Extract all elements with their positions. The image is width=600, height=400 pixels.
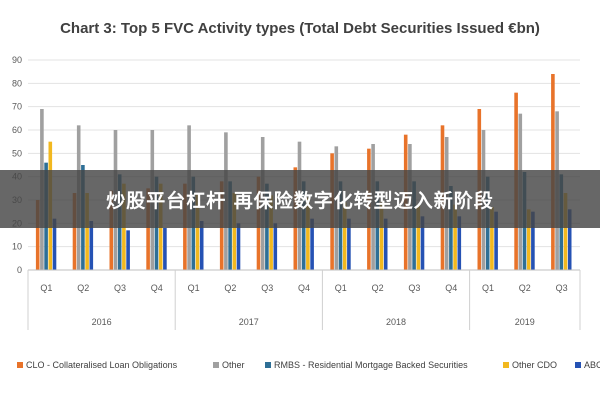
x-axis: Q1 Q2 Q3 Q4 Q1 Q2 Q3 Q4 Q1 Q2 Q3 Q4 Q1 Q2 Q3 2016 2017 20… xyxy=(27,269,581,330)
bar xyxy=(146,188,150,270)
legend-swatch xyxy=(503,362,509,368)
x-tick-label: Q2 xyxy=(224,283,236,293)
x-tick-label: Q2 xyxy=(372,283,384,293)
bar xyxy=(310,218,314,270)
bar xyxy=(126,230,130,270)
legend-swatch xyxy=(17,362,23,368)
x-tick-label: Q3 xyxy=(114,283,126,293)
x-tick-label: Q1 xyxy=(335,283,347,293)
bar xyxy=(72,193,77,270)
bar xyxy=(236,223,241,270)
x-tick-label: Q4 xyxy=(151,283,163,293)
bar xyxy=(494,211,498,270)
bar xyxy=(232,193,237,270)
bar xyxy=(490,207,494,270)
legend-label: Other xyxy=(222,360,245,370)
bar xyxy=(109,190,114,270)
bar xyxy=(383,218,388,270)
bar xyxy=(85,193,89,270)
legend-label: Other CDO xyxy=(512,360,557,370)
overlay-banner-text: 炒股平台杠杆 再保险数字化转型迈入新阶段 xyxy=(106,189,494,212)
x-tick-label: Q1 xyxy=(188,283,200,293)
y-tick-label: 70 xyxy=(12,102,22,112)
bar xyxy=(567,209,572,270)
y-tick-label: 10 xyxy=(12,242,22,252)
y-tick-label: 60 xyxy=(12,125,22,135)
bar xyxy=(163,228,167,270)
x-tick-label: Q3 xyxy=(408,283,420,293)
x-tick-label: Q4 xyxy=(298,283,310,293)
bar xyxy=(420,216,425,270)
legend-swatch xyxy=(213,362,219,368)
year-label: 2016 xyxy=(92,317,112,327)
bar xyxy=(195,193,200,270)
y-axis: 0102030405060708090 xyxy=(12,55,22,275)
y-tick-label: 90 xyxy=(12,55,22,65)
bar xyxy=(347,218,351,270)
year-label: 2019 xyxy=(515,317,535,327)
bar xyxy=(531,211,535,270)
bar xyxy=(52,218,57,270)
bar xyxy=(453,204,457,270)
legend-label: RMBS - Residential Mortgage Backed Secur… xyxy=(274,360,468,370)
bar xyxy=(306,197,310,270)
chart-title: Chart 3: Top 5 FVC Activity types (Total… xyxy=(60,20,540,37)
x-tick-label: Q2 xyxy=(519,283,531,293)
legend-label: CLO - Collateralised Loan Obligations xyxy=(26,360,178,370)
legend-swatch xyxy=(265,362,271,368)
bar xyxy=(526,209,531,270)
bar xyxy=(269,195,273,270)
y-tick-label: 80 xyxy=(12,78,22,88)
legend: CLO - Collateralised Loan Obligations Oth… xyxy=(17,360,600,370)
y-tick-label: 50 xyxy=(12,148,22,158)
bar xyxy=(342,202,347,270)
y-tick-label: 0 xyxy=(17,265,22,275)
year-label: 2017 xyxy=(239,317,259,327)
bar xyxy=(457,216,462,270)
bar xyxy=(379,202,384,270)
x-tick-label: Q3 xyxy=(261,283,273,293)
legend-swatch xyxy=(575,362,581,368)
x-tick-label: Q1 xyxy=(40,283,52,293)
bar xyxy=(449,186,453,270)
bar xyxy=(416,204,421,270)
overlay-banner: 炒股平台杠杆 再保险数字化转型迈入新阶段 xyxy=(0,170,600,228)
bar xyxy=(89,221,94,270)
x-tick-label: Q1 xyxy=(482,283,494,293)
legend-label: ABCP xyxy=(584,360,600,370)
year-label: 2018 xyxy=(386,317,406,327)
x-tick-label: Q3 xyxy=(556,283,568,293)
x-tick-label: Q2 xyxy=(77,283,89,293)
bar xyxy=(563,193,568,270)
bar xyxy=(35,200,40,270)
x-tick-label: Q4 xyxy=(445,283,457,293)
bar xyxy=(199,221,204,270)
bar xyxy=(273,223,278,270)
